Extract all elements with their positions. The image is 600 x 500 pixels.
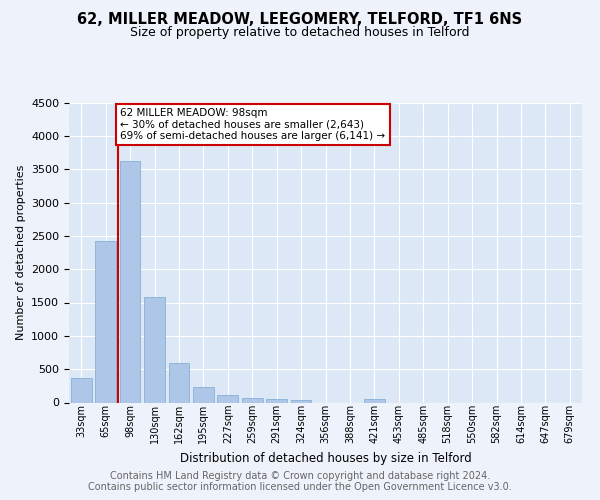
Text: 62 MILLER MEADOW: 98sqm
← 30% of detached houses are smaller (2,643)
69% of semi: 62 MILLER MEADOW: 98sqm ← 30% of detache… [120,108,385,141]
Bar [266,399,287,402]
Text: Contains HM Land Registry data © Crown copyright and database right 2024.
Contai: Contains HM Land Registry data © Crown c… [88,471,512,492]
Bar [71,378,92,402]
X-axis label: Distribution of detached houses by size in Telford: Distribution of detached houses by size … [179,452,472,464]
Bar [290,400,311,402]
Bar [193,387,214,402]
Bar [95,241,116,402]
Text: Size of property relative to detached houses in Telford: Size of property relative to detached ho… [130,26,470,39]
Text: 62, MILLER MEADOW, LEEGOMERY, TELFORD, TF1 6NS: 62, MILLER MEADOW, LEEGOMERY, TELFORD, T… [77,12,523,28]
Bar [364,399,385,402]
Bar [242,398,263,402]
Bar [217,395,238,402]
Y-axis label: Number of detached properties: Number of detached properties [16,165,26,340]
Bar [119,161,140,402]
Bar [169,362,190,403]
Bar [144,296,165,403]
